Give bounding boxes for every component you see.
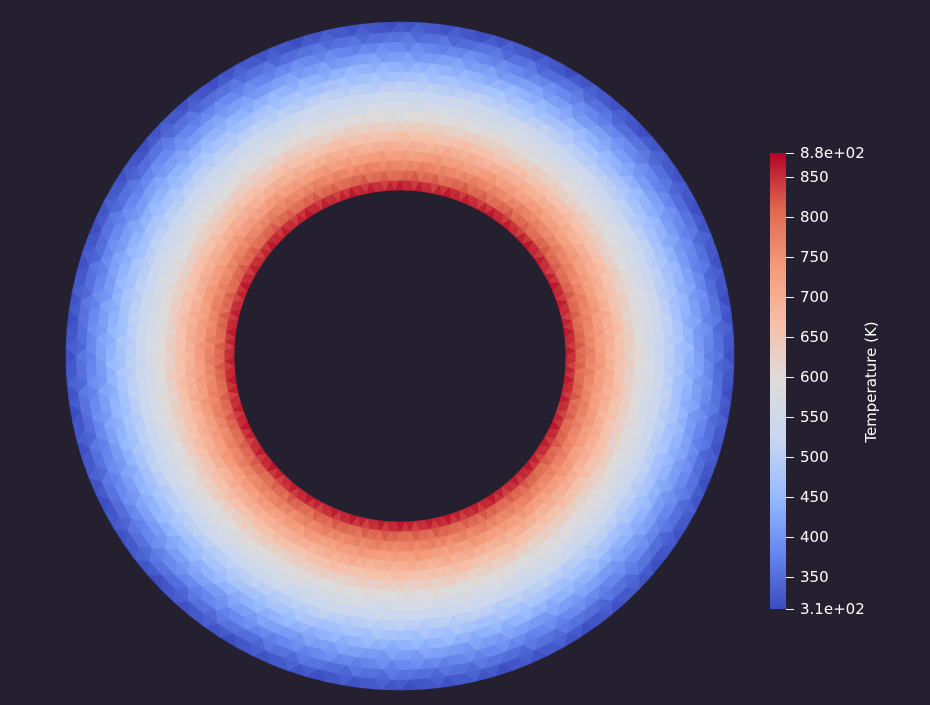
legend-tick-mark [786, 153, 794, 154]
legend-tick-mark [786, 177, 794, 178]
legend-tick-label: 500 [800, 448, 829, 466]
mesh-cell [611, 96, 627, 112]
mesh-cell [123, 544, 139, 561]
legend-tick-label: 3.1e+02 [800, 600, 865, 618]
mesh-cell [159, 588, 175, 603]
mesh-cell [654, 348, 666, 364]
mesh-cell [674, 347, 686, 365]
mesh-cell [625, 588, 641, 603]
mesh-cell [634, 348, 646, 364]
legend-tick-mark [786, 577, 794, 578]
mesh-cell [134, 136, 150, 153]
legend-tick-label: 350 [800, 568, 829, 586]
legend-tick-label: 600 [800, 368, 829, 386]
legend-tick-mark [786, 497, 794, 498]
legend-tick-label: 450 [800, 488, 829, 506]
legend-tick-mark [786, 217, 794, 218]
legend-tick-mark [786, 257, 794, 258]
mesh-cell [650, 559, 666, 576]
legend-tick-mark [786, 417, 794, 418]
legend-tick-mark [786, 457, 794, 458]
mesh-cell [723, 345, 735, 367]
legend-tick-label: 650 [800, 328, 829, 346]
mesh-cell [202, 74, 220, 89]
legend-tick-label: 8.8e+02 [800, 144, 865, 162]
mesh-cell [595, 349, 607, 363]
mesh-cell [713, 346, 725, 366]
mesh-cell [159, 109, 175, 124]
mesh-cell [146, 122, 162, 138]
mesh-cell [625, 109, 641, 124]
legend-tick-mark [786, 537, 794, 538]
mesh-cell [611, 600, 627, 616]
mesh-cell [595, 612, 613, 627]
mesh-cell [694, 346, 705, 366]
legend-tick-label: 750 [800, 248, 829, 266]
legend-tick-label: 850 [800, 168, 829, 186]
color-legend-title: Temperature (K) [862, 321, 880, 443]
legend-tick-label: 800 [800, 208, 829, 226]
legend-tick-mark [786, 609, 794, 610]
mesh-cell [580, 623, 598, 638]
mesh-cell [187, 85, 205, 100]
legend-tick-label: 400 [800, 528, 829, 546]
mesh-cell [173, 600, 189, 616]
mesh-cell [575, 350, 587, 362]
legend-tick-label: 550 [800, 408, 829, 426]
mesh-cell [638, 574, 654, 590]
legend-tick-label: 700 [800, 288, 829, 306]
mesh-cell [187, 612, 205, 627]
color-legend-bar [770, 153, 786, 609]
legend-tick-mark [786, 377, 794, 378]
mesh-cell [595, 85, 613, 100]
legend-tick-mark [786, 337, 794, 338]
mesh-cell [661, 151, 677, 168]
mesh-cell [173, 96, 189, 112]
mesh-cell [134, 559, 150, 576]
mesh-cell [146, 574, 162, 590]
legend-tick-mark [786, 297, 794, 298]
mesh-cell [650, 136, 666, 153]
mesh-cell [614, 349, 626, 363]
temperature-mesh [65, 21, 735, 691]
mesh-cell [638, 122, 654, 138]
